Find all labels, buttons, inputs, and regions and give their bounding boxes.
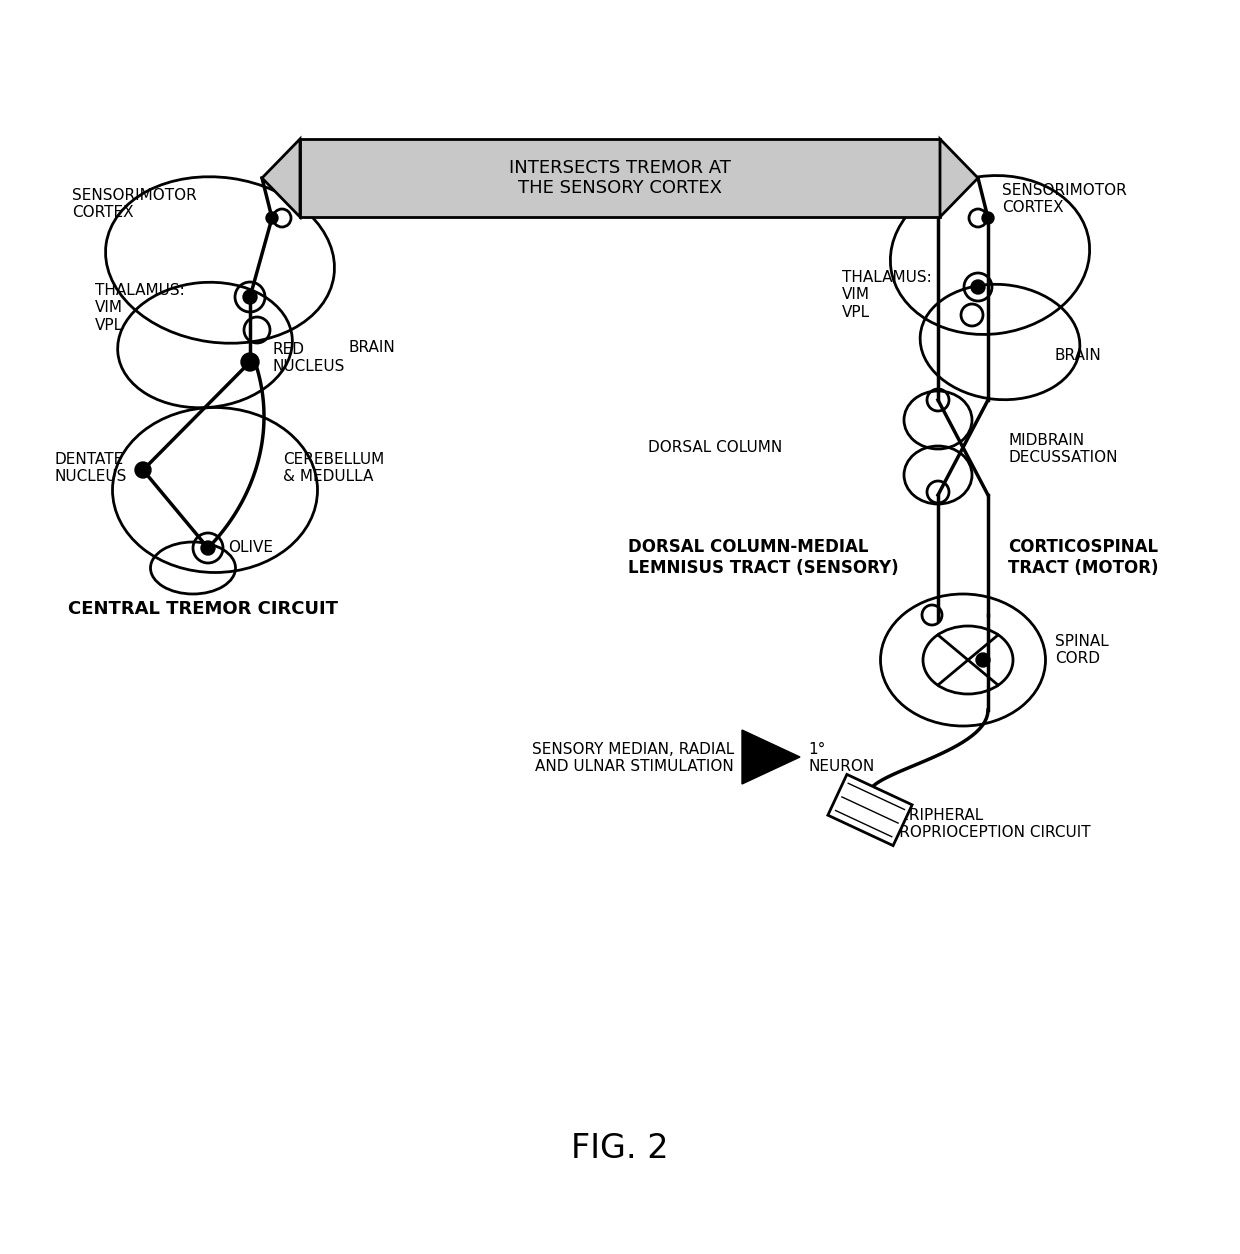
- Text: THALAMUS:
VIM
VPL: THALAMUS: VIM VPL: [842, 270, 931, 320]
- Text: INTERSECTS TREMOR AT
THE SENSORY CORTEX: INTERSECTS TREMOR AT THE SENSORY CORTEX: [510, 158, 730, 197]
- Text: CEREBELLUM
& MEDULLA: CEREBELLUM & MEDULLA: [283, 451, 384, 484]
- Polygon shape: [742, 730, 800, 784]
- Text: DENTATE
NUCLEUS: DENTATE NUCLEUS: [55, 451, 128, 484]
- Text: MIDBRAIN
DECUSSATION: MIDBRAIN DECUSSATION: [1008, 433, 1117, 465]
- Text: SPINAL
CORD: SPINAL CORD: [1055, 633, 1109, 666]
- Text: THALAMUS:
VIM
VPL: THALAMUS: VIM VPL: [95, 283, 185, 332]
- Text: SENSORIMOTOR
CORTEX: SENSORIMOTOR CORTEX: [1002, 183, 1127, 216]
- Circle shape: [976, 653, 990, 667]
- Circle shape: [241, 352, 259, 371]
- Circle shape: [201, 540, 215, 556]
- Text: DORSAL COLUMN: DORSAL COLUMN: [649, 439, 782, 454]
- Text: DORSAL COLUMN-MEDIAL
LEMNISUS TRACT (SENSORY): DORSAL COLUMN-MEDIAL LEMNISUS TRACT (SEN…: [627, 538, 899, 577]
- Text: BRAIN: BRAIN: [348, 341, 394, 355]
- Circle shape: [135, 461, 151, 478]
- Text: FIG. 2: FIG. 2: [572, 1131, 668, 1165]
- Text: SENSORY MEDIAN, RADIAL
AND ULNAR STIMULATION: SENSORY MEDIAN, RADIAL AND ULNAR STIMULA…: [532, 742, 734, 775]
- FancyBboxPatch shape: [300, 139, 940, 217]
- Circle shape: [243, 290, 257, 303]
- Text: SENSORIMOTOR
CORTEX: SENSORIMOTOR CORTEX: [72, 188, 197, 221]
- Circle shape: [971, 280, 985, 293]
- Text: CORTICOSPINAL
TRACT (MOTOR): CORTICOSPINAL TRACT (MOTOR): [1008, 538, 1158, 577]
- Circle shape: [982, 212, 994, 224]
- Text: OLIVE: OLIVE: [228, 539, 273, 554]
- Text: PERIPHERAL
PROPRIOCEPTION CIRCUIT: PERIPHERAL PROPRIOCEPTION CIRCUIT: [890, 808, 1091, 840]
- Text: BRAIN: BRAIN: [1055, 347, 1102, 362]
- Text: 1°
NEURON: 1° NEURON: [808, 742, 874, 775]
- Text: RED
NUCLEUS: RED NUCLEUS: [272, 342, 345, 375]
- Polygon shape: [828, 775, 913, 845]
- Polygon shape: [940, 139, 978, 217]
- Circle shape: [267, 212, 278, 224]
- Text: CENTRAL TREMOR CIRCUIT: CENTRAL TREMOR CIRCUIT: [68, 599, 339, 618]
- Polygon shape: [262, 139, 300, 217]
